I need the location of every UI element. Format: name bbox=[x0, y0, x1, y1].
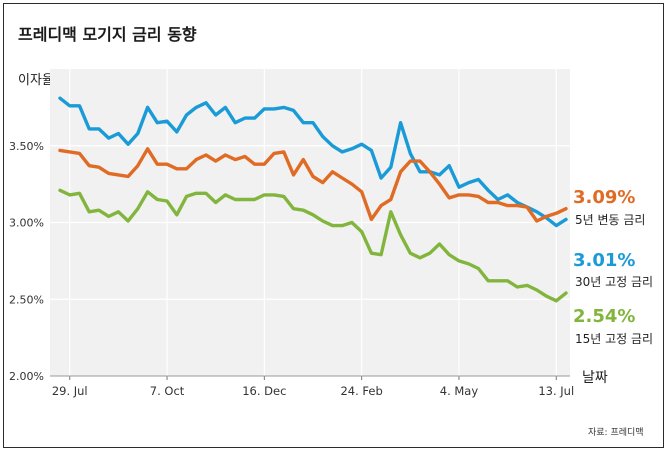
x-tick-label: 24. Feb bbox=[340, 384, 382, 398]
y-tick-label: 2.00% bbox=[9, 370, 44, 383]
series-label-5y-arm: 5년 변동 금리 bbox=[575, 213, 645, 227]
series-end-value-30y: 3.01% bbox=[573, 250, 635, 271]
x-tick-label: 13. Jul bbox=[538, 384, 574, 398]
x-tick-label: 4. May bbox=[440, 384, 479, 398]
y-tick-label: 2.50% bbox=[9, 293, 44, 306]
chart-frame: 프레디맥 모기지 금리 동향 이자율 3.50% 3.00% 2.50% 2.00% … bbox=[3, 3, 664, 448]
x-tick-label: 29. Jul bbox=[52, 384, 88, 398]
series-end-value-5y-arm: 3.09% bbox=[573, 187, 635, 208]
y-axis-label: 이자율 bbox=[18, 73, 54, 88]
y-tick-label: 3.50% bbox=[9, 140, 44, 153]
series-label-30y: 30년 고정 금리 bbox=[575, 275, 653, 289]
x-axis-label: 날짜 bbox=[582, 370, 608, 386]
x-tick-label: 16. Dec bbox=[242, 384, 286, 398]
series-line-5y-arm bbox=[58, 147, 568, 223]
source-note: 자료: 프레디맥 bbox=[588, 427, 644, 438]
series-label-15y: 15년 고정 금리 bbox=[575, 332, 653, 346]
series-line-30y bbox=[58, 96, 568, 228]
x-ticks: 29. Jul 7. Oct 16. Dec 24. Feb 4. May 13. Jul bbox=[50, 375, 574, 398]
y-tick-label: 3.00% bbox=[9, 217, 44, 230]
chart-svg: 프레디맥 모기지 금리 동향 이자율 3.50%3.00%2.50%2.00% … bbox=[9, 25, 653, 438]
y-ticks: 3.50% 3.00% 2.50% 2.00% bbox=[9, 140, 44, 383]
series-layer bbox=[58, 96, 568, 303]
series-line-15y bbox=[58, 188, 568, 303]
x-tick-label: 7. Oct bbox=[150, 384, 185, 398]
chart-title: 프레디맥 모기지 금리 동향 bbox=[18, 25, 197, 44]
series-end-value-15y: 2.54% bbox=[573, 306, 635, 327]
